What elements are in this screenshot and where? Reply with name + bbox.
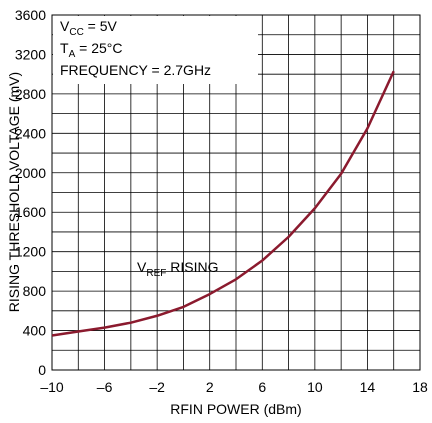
annotation: VREF RISING [137,259,218,279]
series-line [51,70,395,337]
x-tick-label: 2 [206,379,214,395]
y-tick-label: 2400 [15,125,46,141]
y-tick-label: 800 [23,283,47,299]
y-tick-label: 400 [23,323,47,339]
y-tick-label: 2000 [15,165,46,181]
annotation-text: = 5V [84,18,118,34]
y-tick-label: 1200 [15,244,46,260]
x-tick-label: 10 [307,379,323,395]
x-tick-label: 6 [258,379,266,395]
y-tick-label: 2800 [15,86,46,102]
y-tick-label: 3600 [15,7,46,23]
x-axis-title: RFIN POWER (dBm) [170,401,301,417]
annotation-subscript: REF [146,268,166,279]
x-tick-label: –2 [149,379,165,395]
x-tick-label: 18 [412,379,428,395]
annotation-subscript: CC [69,27,83,38]
annotation-subscript: A [69,49,76,60]
y-tick-label: 3200 [15,46,46,62]
annotation-text: V [60,18,70,34]
x-tick-label: –6 [97,379,113,395]
annotation: FREQUENCY = 2.7GHz [60,62,211,78]
annotation: TA = 25°C [60,40,122,60]
annotation-text: RISING [166,259,218,275]
plot-frame [51,14,421,371]
annotation-text: T [60,40,69,56]
annotation-text: = 25°C [75,40,122,56]
x-tick-label: 14 [360,379,376,395]
y-tick-label: 1600 [15,204,46,220]
annotation-box [53,16,258,84]
y-tick-label: 0 [38,362,46,378]
y-axis-title: RISING THRESHOLD VOLTAGE (mV) [6,72,22,312]
grid [51,14,421,371]
annotation-text: V [137,259,147,275]
annotation: VCC = 5V [60,18,118,38]
x-tick-label: –10 [40,379,64,395]
